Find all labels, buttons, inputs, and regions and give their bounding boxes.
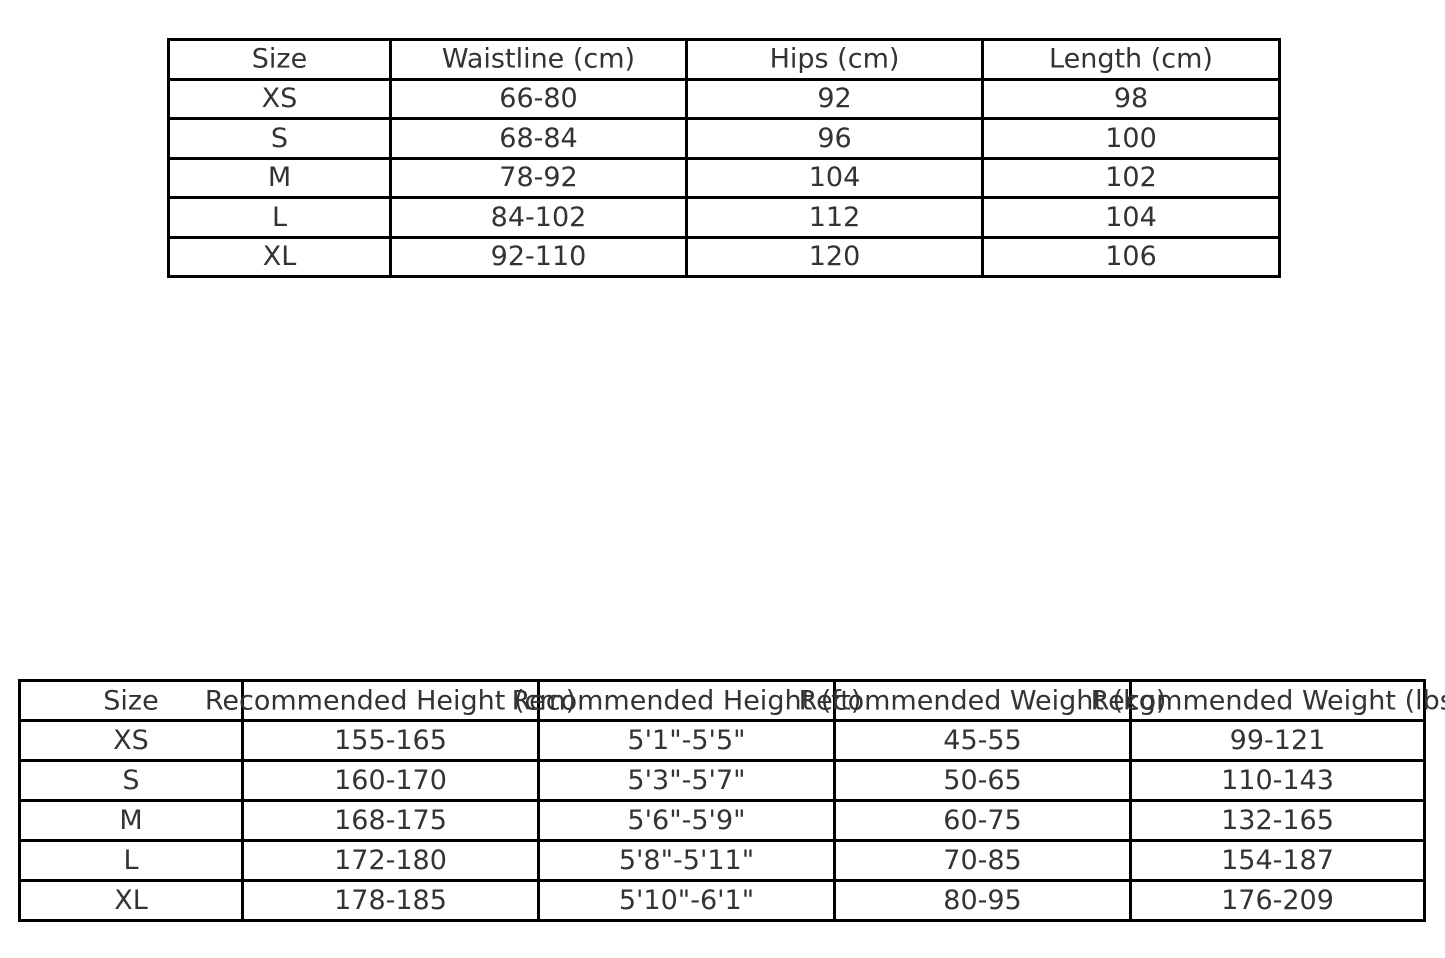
column-header-waistline: Waistline (cm) xyxy=(389,38,688,81)
table-cell: 92-110 xyxy=(389,235,688,278)
table-cell: 5'1"-5'5" xyxy=(537,719,836,762)
table-cell: XS xyxy=(18,719,244,762)
table-cell: 96 xyxy=(685,117,984,160)
column-header-label: Recommended Weight (lbs) xyxy=(1090,685,1445,716)
table-row: XL 178-185 5'10"-6'1" 80-95 176-209 xyxy=(18,879,1426,922)
table-cell: 100 xyxy=(981,117,1281,160)
table-cell: 172-180 xyxy=(241,839,540,882)
header-row: Size Recommended Height (cm) Recommended… xyxy=(18,679,1445,722)
table-cell: 104 xyxy=(685,156,984,199)
column-header-label: Recommended Height (cm) xyxy=(204,685,577,716)
recommended-height-weight-table: Size Recommended Height (cm) Recommended… xyxy=(18,679,1445,922)
table-row: S 68-84 96 100 xyxy=(167,117,1281,160)
table-cell: 106 xyxy=(981,235,1281,278)
table-row: S 160-170 5'3"-5'7" 50-65 110-143 xyxy=(18,759,1426,802)
garment-measurements-table: Size Waistline (cm) Hips (cm) Length (cm… xyxy=(167,38,1281,278)
column-header-size: Size xyxy=(18,679,244,722)
table-cell: 178-185 xyxy=(241,879,540,922)
column-header-label: Size xyxy=(103,685,159,716)
column-header-hips: Hips (cm) xyxy=(685,38,984,81)
table-cell: 104 xyxy=(981,196,1281,239)
table-cell: L xyxy=(18,839,244,882)
column-header-label: Waistline (cm) xyxy=(441,43,636,75)
table-row: L 172-180 5'8"-5'11" 70-85 154-187 xyxy=(18,839,1426,882)
table-cell: 60-75 xyxy=(833,799,1132,842)
table-cell: 132-165 xyxy=(1129,799,1426,842)
table-cell: 78-92 xyxy=(389,156,688,199)
table-cell: 176-209 xyxy=(1129,879,1426,922)
table-cell: 160-170 xyxy=(241,759,540,802)
column-header-label: Length (cm) xyxy=(1049,43,1213,75)
table-cell: M xyxy=(18,799,244,842)
table-row: XL 92-110 120 106 xyxy=(167,235,1281,278)
table-cell: 80-95 xyxy=(833,879,1132,922)
table-cell: XS xyxy=(167,77,392,120)
column-header-weight-kg: Recommended Weight (kg) xyxy=(799,679,1166,722)
table-cell: 120 xyxy=(685,235,984,278)
table-cell: 68-84 xyxy=(389,117,688,160)
table-cell: 155-165 xyxy=(241,719,540,762)
table-cell: 112 xyxy=(685,196,984,239)
table-cell: 5'3"-5'7" xyxy=(537,759,836,802)
table-cell: XL xyxy=(167,235,392,278)
table-cell: 102 xyxy=(981,156,1281,199)
table-row: M 168-175 5'6"-5'9" 60-75 132-165 xyxy=(18,799,1426,842)
table-cell: 168-175 xyxy=(241,799,540,842)
table-cell: 92 xyxy=(685,77,984,120)
table-cell: 5'6"-5'9" xyxy=(537,799,836,842)
table-cell: 98 xyxy=(981,77,1281,120)
table-row: L 84-102 112 104 xyxy=(167,196,1281,239)
table-cell: 70-85 xyxy=(833,839,1132,882)
column-header-label: Recommended Weight (kg) xyxy=(798,685,1167,716)
column-header-height-ft: Recommended Height (ft) xyxy=(512,679,861,722)
column-header-height-cm: Recommended Height (cm) xyxy=(205,679,576,722)
column-header-label: Hips (cm) xyxy=(769,43,900,75)
table-cell: 5'8"-5'11" xyxy=(537,839,836,882)
column-header-size: Size xyxy=(167,38,392,81)
table-cell: 99-121 xyxy=(1129,719,1426,762)
column-header-weight-lbs: Recommended Weight (lbs) xyxy=(1091,679,1445,722)
table-cell: 154-187 xyxy=(1129,839,1426,882)
table-cell: M xyxy=(167,156,392,199)
table-cell: 84-102 xyxy=(389,196,688,239)
table-cell: S xyxy=(167,117,392,160)
table-cell: 50-65 xyxy=(833,759,1132,802)
table-row: XS 66-80 92 98 xyxy=(167,77,1281,120)
table-cell: 66-80 xyxy=(389,77,688,120)
table-row: M 78-92 104 102 xyxy=(167,156,1281,199)
table-cell: 110-143 xyxy=(1129,759,1426,802)
table-cell: L xyxy=(167,196,392,239)
column-header-length: Length (cm) xyxy=(981,38,1281,81)
table-cell: XL xyxy=(18,879,244,922)
header-row: Size Waistline (cm) Hips (cm) Length (cm… xyxy=(167,38,1281,81)
table-cell: 5'10"-6'1" xyxy=(537,879,836,922)
table-cell: S xyxy=(18,759,244,802)
table-row: XS 155-165 5'1"-5'5" 45-55 99-121 xyxy=(18,719,1426,762)
column-header-label: Size xyxy=(251,43,308,75)
table-cell: 45-55 xyxy=(833,719,1132,762)
column-header-label: Recommended Height (ft) xyxy=(511,685,862,716)
